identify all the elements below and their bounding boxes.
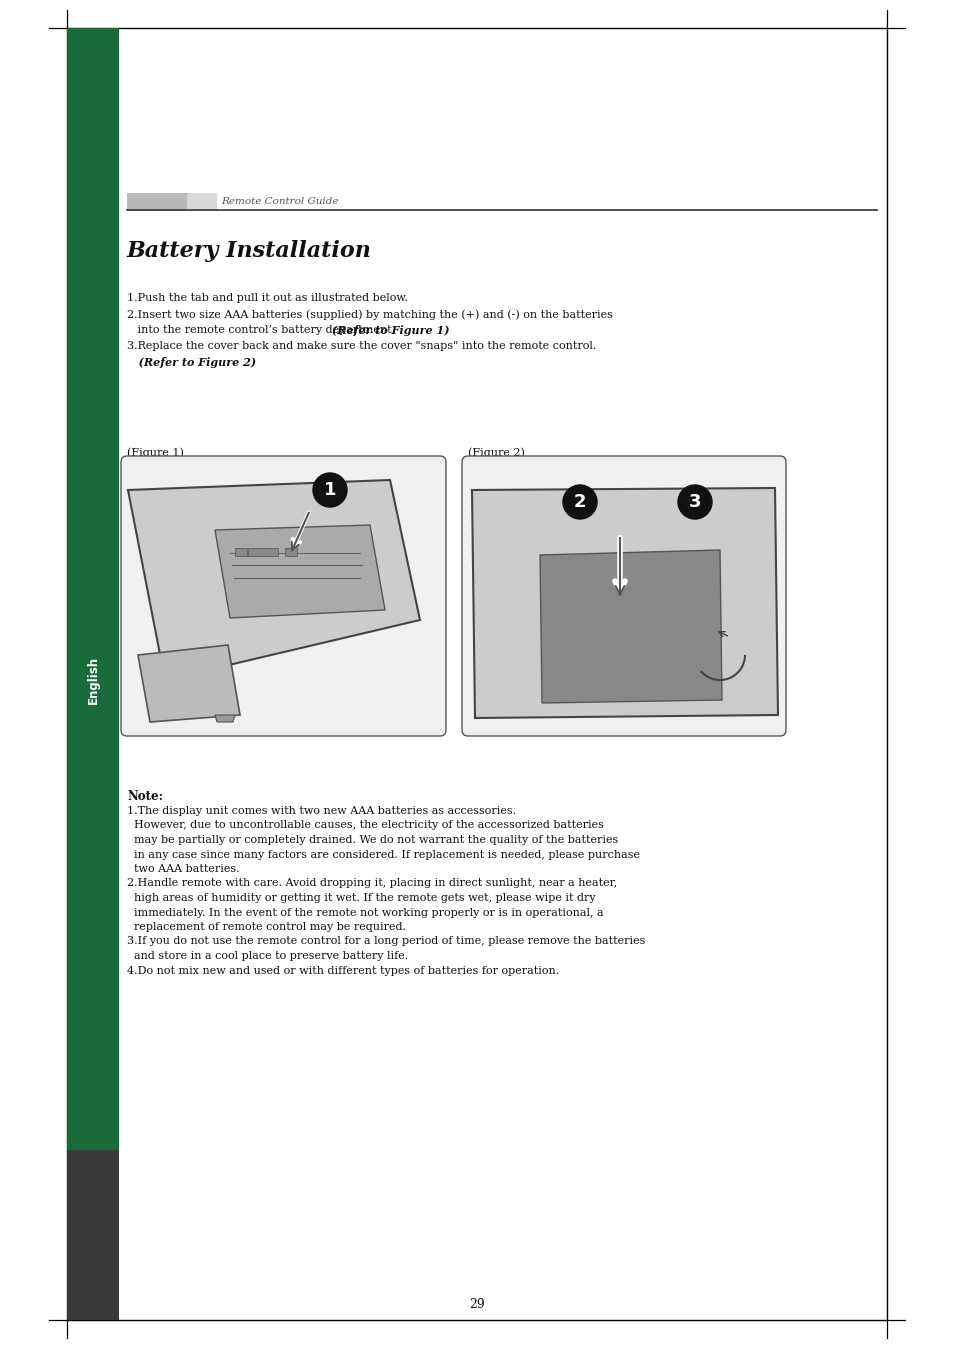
Bar	[67, 28, 886, 1320]
Text: 2: 2	[573, 493, 586, 511]
Text: English: English	[87, 656, 99, 704]
Polygon shape	[138, 644, 240, 723]
Bar	[285, 549, 296, 555]
Text: into the remote control’s battery department.: into the remote control’s battery depart…	[127, 325, 398, 336]
Text: (Refer to Figure 1): (Refer to Figure 1)	[332, 325, 449, 336]
Text: 3: 3	[688, 493, 700, 511]
Circle shape	[678, 485, 711, 519]
Bar	[234, 549, 247, 555]
Text: replacement of remote control may be required.: replacement of remote control may be req…	[127, 922, 406, 931]
Circle shape	[313, 473, 347, 507]
Text: 1.The display unit comes with two new AAA batteries as accessories.: 1.The display unit comes with two new AA…	[127, 806, 516, 816]
Text: Battery Installation: Battery Installation	[127, 240, 372, 262]
Bar	[248, 549, 277, 555]
Bar	[127, 193, 187, 212]
Circle shape	[562, 485, 597, 519]
Text: 3.If you do not use the remote control for a long period of time, please remove : 3.If you do not use the remote control f…	[127, 937, 644, 946]
Text: 29: 29	[469, 1298, 484, 1312]
Text: immediately. In the event of the remote not working properly or is in operationa: immediately. In the event of the remote …	[127, 907, 603, 918]
FancyBboxPatch shape	[121, 456, 446, 736]
Bar	[67, 1150, 119, 1320]
Text: and store in a cool place to preserve battery life.: and store in a cool place to preserve ba…	[127, 950, 408, 961]
Polygon shape	[539, 550, 721, 704]
Polygon shape	[214, 524, 385, 617]
Text: Note:: Note:	[127, 790, 163, 803]
Text: Remote Control Guide: Remote Control Guide	[221, 198, 338, 206]
Polygon shape	[214, 714, 234, 723]
Bar	[187, 193, 216, 212]
Text: 2.Insert two size AAA batteries (supplied) by matching the (+) and (-) on the ba: 2.Insert two size AAA batteries (supplie…	[127, 309, 612, 319]
Text: may be partially or completely drained. We do not warrant the quality of the bat: may be partially or completely drained. …	[127, 834, 618, 845]
Text: in any case since many factors are considered. If replacement is needed, please : in any case since many factors are consi…	[127, 849, 639, 860]
Polygon shape	[128, 480, 419, 679]
Text: 1.Push the tab and pull it out as illustrated below.: 1.Push the tab and pull it out as illust…	[127, 293, 408, 303]
Text: (Refer to Figure 2): (Refer to Figure 2)	[127, 357, 255, 368]
Text: 1: 1	[323, 481, 335, 499]
Text: 3.Replace the cover back and make sure the cover "snaps" into the remote control: 3.Replace the cover back and make sure t…	[127, 341, 596, 350]
Text: 4.Do not mix new and used or with different types of batteries for operation.: 4.Do not mix new and used or with differ…	[127, 965, 558, 976]
Text: (Figure 2): (Figure 2)	[468, 448, 524, 457]
Text: two AAA batteries.: two AAA batteries.	[127, 864, 239, 874]
Text: (Figure 1): (Figure 1)	[127, 448, 184, 457]
Text: 2.Handle remote with care. Avoid dropping it, placing in direct sunlight, near a: 2.Handle remote with care. Avoid droppin…	[127, 879, 617, 888]
Bar	[67, 28, 119, 1150]
FancyBboxPatch shape	[461, 456, 785, 736]
Text: However, due to uncontrollable causes, the electricity of the accessorized batte: However, due to uncontrollable causes, t…	[127, 821, 603, 830]
Polygon shape	[472, 488, 778, 718]
Text: high areas of humidity or getting it wet. If the remote gets wet, please wipe it: high areas of humidity or getting it wet…	[127, 892, 595, 903]
